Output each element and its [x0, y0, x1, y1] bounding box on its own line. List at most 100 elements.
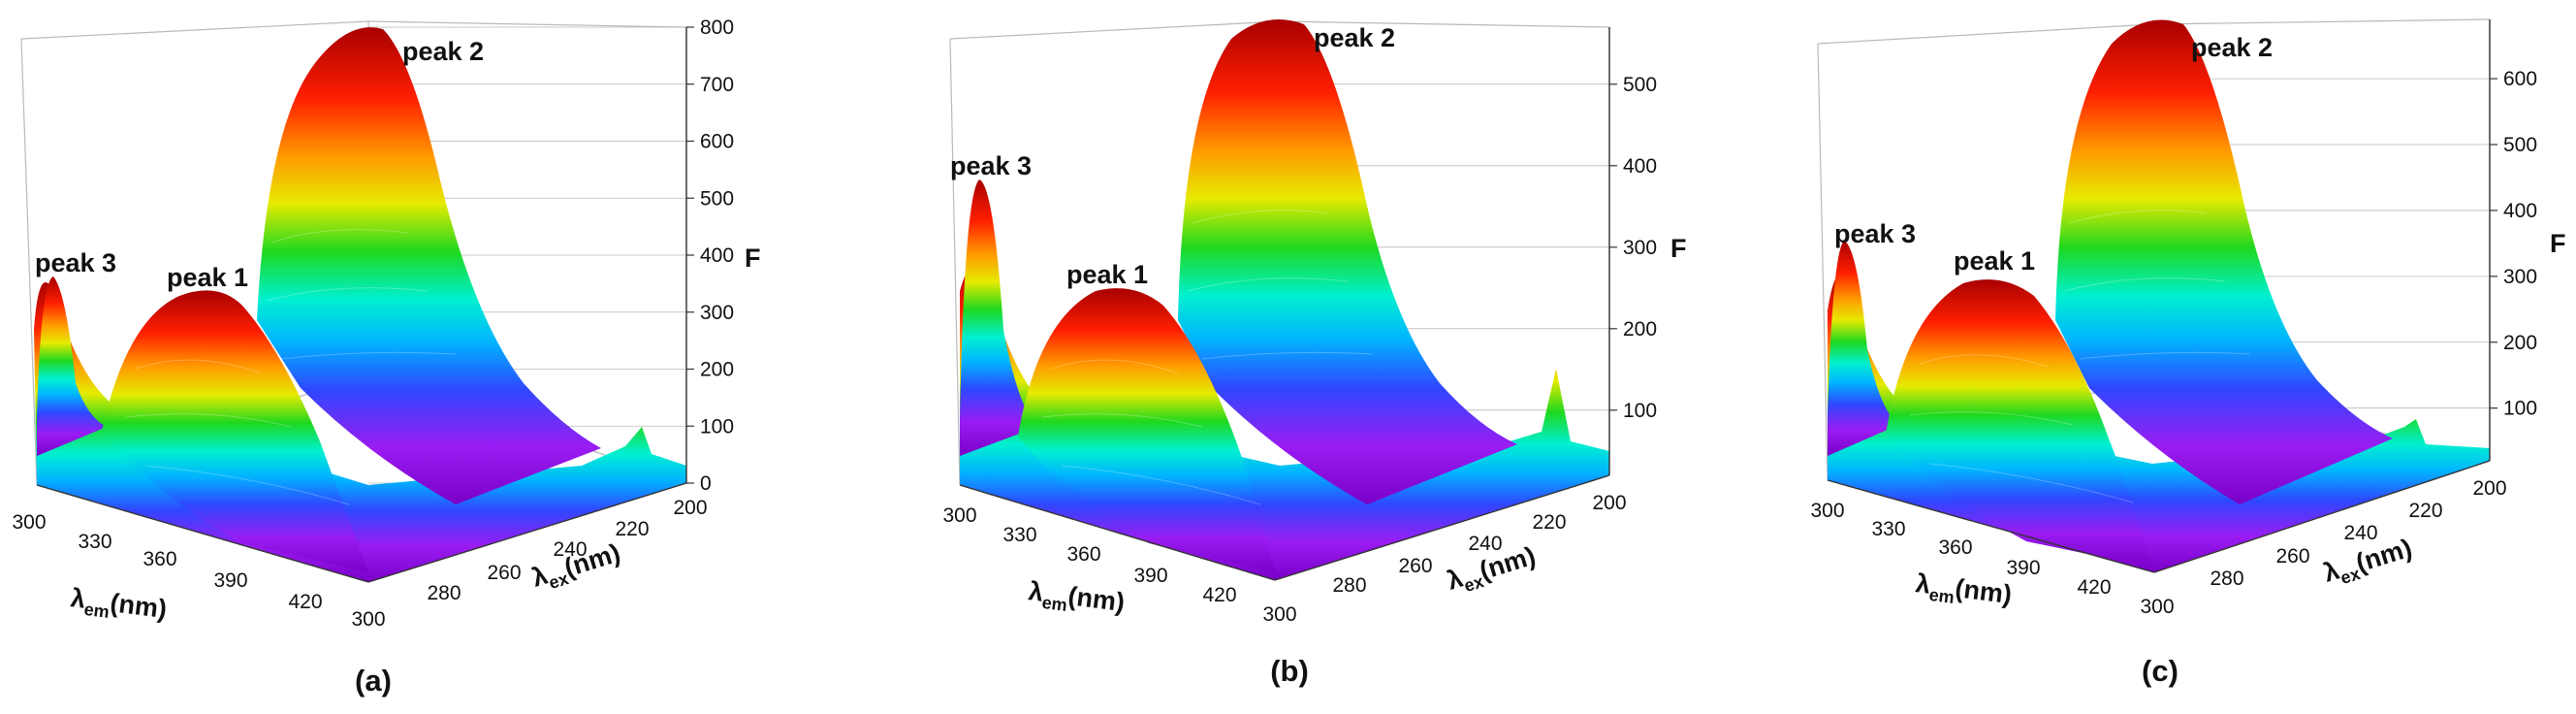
surface-mesh-b — [1041, 210, 1373, 505]
peak-3-label-a: peak 3 — [35, 248, 116, 277]
x-tick: 420 — [1202, 584, 1236, 606]
x-axis-c — [1827, 479, 2155, 573]
z-tick-label: 0 — [700, 472, 712, 495]
y-tick: 280 — [427, 582, 461, 604]
surface-peak3-b — [960, 179, 1037, 456]
y-tick: 240 — [553, 538, 587, 561]
x-ticks-b: 300 330 360 390 420 — [942, 504, 1236, 606]
x-tick: 300 — [12, 511, 46, 534]
x-tick: 330 — [1002, 524, 1036, 546]
z-tick-label: 400 — [700, 244, 734, 267]
peak-2-label-a: peak 2 — [402, 37, 484, 66]
x-tick: 390 — [1133, 565, 1167, 587]
z-tick-label: 100 — [700, 415, 734, 438]
y-tick: 220 — [615, 518, 649, 540]
z-tick-label: 400 — [2503, 200, 2537, 222]
z-tick-label: 600 — [2503, 68, 2537, 90]
peak-3-label-b: peak 3 — [950, 151, 1032, 180]
surface-b — [960, 19, 1609, 580]
x-tick: 300 — [1810, 500, 1844, 522]
y-axis-c — [2153, 460, 2491, 573]
z-tick-label: 300 — [1623, 237, 1657, 259]
y-ticks-c: 300 280 260 240 220 200 — [2140, 477, 2506, 618]
surface-mesh-c — [1909, 210, 2250, 503]
z-tick-label: 100 — [2503, 398, 2537, 420]
caption-a: (a) — [355, 664, 392, 698]
surface-c — [1828, 19, 2490, 572]
y-tick: 260 — [2275, 545, 2309, 568]
peak-1-label-b: peak 1 — [1066, 260, 1148, 289]
z-tick-label: 400 — [1623, 155, 1657, 178]
y-tick: 240 — [1468, 533, 1502, 555]
y-ticks-b: 300 280 260 240 220 200 — [1262, 492, 1626, 626]
surface-peak2-c — [2055, 19, 2393, 504]
chart-panel-c: 100 200 300 400 500 600 300 330 360 390 420 λ… — [1726, 0, 2576, 714]
x-tick: 420 — [288, 591, 322, 613]
x-axis-a — [36, 484, 369, 583]
x-tick: 330 — [78, 531, 111, 553]
y-tick: 260 — [1398, 555, 1432, 577]
y-tick: 300 — [2140, 596, 2174, 618]
peak-2-label-b: peak 2 — [1314, 23, 1395, 52]
x-axis-label-c: λem(nm) — [1914, 568, 2014, 614]
y-tick: 200 — [1592, 492, 1626, 514]
peak-1-label-a: peak 1 — [167, 263, 248, 292]
z-tick-label: 500 — [1623, 74, 1657, 96]
z-tick-label: 300 — [2503, 266, 2537, 288]
x-ticks-c: 300 330 360 390 420 — [1810, 500, 2111, 599]
x-tick: 360 — [1066, 543, 1100, 566]
x-tick: 390 — [213, 569, 247, 592]
x-axis-label-b: λem(nm) — [1027, 576, 1127, 622]
x-tick: 330 — [1871, 518, 1905, 540]
z-tick-label: 200 — [700, 359, 734, 381]
x-ticks-a: 300 330 360 390 420 — [12, 511, 322, 613]
y-tick: 240 — [2343, 522, 2377, 544]
y-tick: 220 — [1532, 511, 1566, 534]
z-tick-label: 800 — [700, 16, 734, 39]
peak-1-label-c: peak 1 — [1954, 246, 2035, 276]
chart-panel-a: 0 100 200 300 400 500 600 700 800 300 330 360 39… — [0, 0, 853, 714]
surface-mesh-a — [125, 229, 457, 505]
y-tick: 300 — [1262, 603, 1296, 626]
z-axis-label-c: F — [2550, 229, 2566, 258]
z-axis-label-b: F — [1670, 234, 1687, 263]
surface-peak2-b — [1178, 19, 1517, 504]
surface-plot-b: 100 200 300 400 500 300 330 360 390 420 λem(… — [942, 19, 1687, 688]
y-tick: 280 — [1332, 574, 1366, 597]
z-tick-label: 700 — [700, 74, 734, 96]
z-axis-ticks-c: 100 200 300 400 500 600 — [2489, 19, 2537, 461]
z-axis-ticks-a: 0 100 200 300 400 500 600 700 800 — [685, 16, 734, 495]
x-tick: 420 — [2077, 576, 2111, 599]
surface-peak3-c — [1828, 241, 1898, 456]
y-tick: 200 — [673, 497, 707, 519]
z-tick-label: 200 — [1623, 318, 1657, 341]
caption-b: (b) — [1270, 654, 1309, 688]
z-tick-label: 200 — [2503, 332, 2537, 354]
x-tick: 390 — [2006, 557, 2040, 579]
y-axis-a — [367, 482, 687, 583]
surface-a — [34, 27, 686, 582]
x-axis-b — [959, 484, 1276, 581]
x-tick: 300 — [942, 504, 976, 527]
y-axis-b — [1274, 474, 1610, 581]
z-axis-label-a: F — [745, 243, 761, 273]
y-tick: 300 — [351, 608, 385, 631]
chart-panel-b: 100 200 300 400 500 300 330 360 390 420 λem(… — [873, 0, 1726, 714]
surface-plot-a: 0 100 200 300 400 500 600 700 800 300 330 360 39… — [12, 16, 761, 698]
x-tick: 360 — [1938, 536, 1972, 559]
z-tick-label: 500 — [2503, 134, 2537, 156]
x-axis-label-a: λem(nm) — [69, 583, 169, 629]
x-tick: 360 — [143, 548, 176, 570]
peak-2-label-c: peak 2 — [2191, 33, 2273, 62]
z-tick-label: 600 — [700, 131, 734, 153]
z-axis-ticks-b: 100 200 300 400 500 — [1608, 27, 1657, 475]
z-tick-label: 500 — [700, 187, 734, 210]
surface-peak2-a — [257, 27, 601, 504]
y-tick: 260 — [487, 562, 521, 584]
z-tick-label: 300 — [700, 302, 734, 324]
y-tick: 200 — [2472, 477, 2506, 500]
y-tick: 220 — [2408, 500, 2442, 522]
peak-3-label-c: peak 3 — [1834, 219, 1916, 248]
caption-c: (c) — [2142, 654, 2178, 688]
y-ticks-a: 300 280 260 240 220 200 — [351, 497, 707, 631]
